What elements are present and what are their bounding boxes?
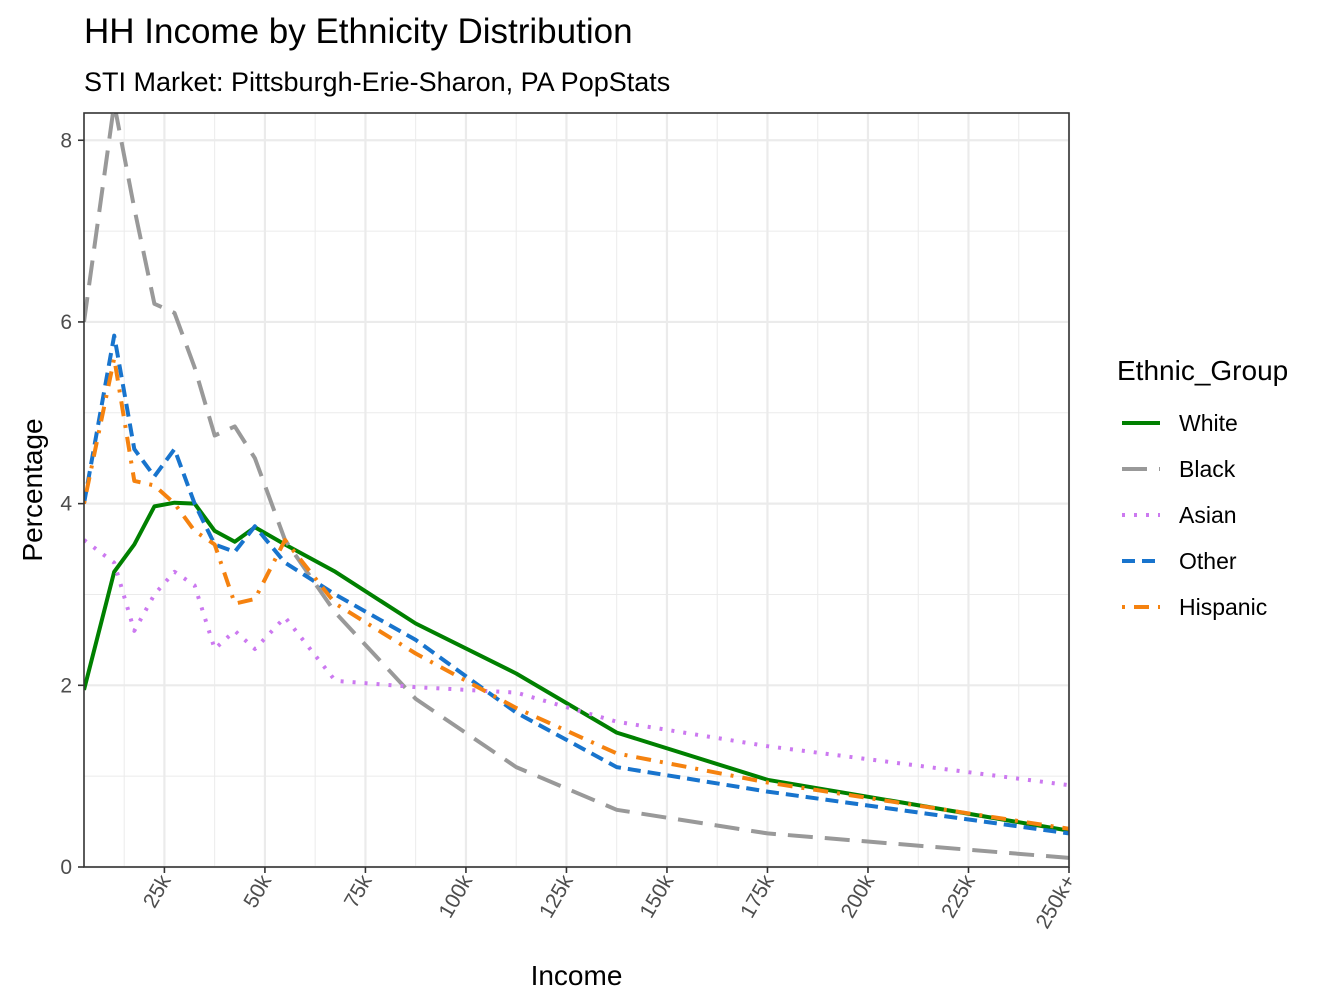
plot-panel bbox=[84, 113, 1069, 867]
legend-label-white: White bbox=[1179, 410, 1238, 436]
y-axis: 0 2 4 6 8 bbox=[60, 129, 84, 879]
legend-label-other: Other bbox=[1179, 548, 1237, 574]
series-line-hispanic bbox=[84, 356, 1069, 831]
x-tick-label: 25k bbox=[139, 871, 176, 912]
y-tick-label: 0 bbox=[60, 856, 72, 879]
legend-label-black: Black bbox=[1179, 456, 1236, 482]
y-tick-label: 4 bbox=[60, 493, 72, 516]
legend-label-asian: Asian bbox=[1179, 502, 1237, 528]
series-layer bbox=[84, 113, 1069, 860]
series-line-white bbox=[84, 500, 1069, 833]
series-line-asian bbox=[84, 538, 1069, 788]
x-tick-label: 150k bbox=[636, 871, 679, 922]
grid-minor bbox=[84, 113, 1069, 867]
legend-title: Ethnic_Group bbox=[1117, 355, 1288, 386]
y-tick-label: 2 bbox=[60, 674, 72, 697]
legend-label-hispanic: Hispanic bbox=[1179, 594, 1267, 620]
x-tick-label: 75k bbox=[340, 871, 377, 912]
x-tick-label: 50k bbox=[239, 871, 276, 912]
x-tick-label: 100k bbox=[435, 871, 478, 922]
legend: Ethnic_Group White Black Asian Other Hispani… bbox=[1117, 355, 1288, 620]
x-axis-title: Income bbox=[531, 960, 623, 991]
chart-subtitle: STI Market: Pittsburgh-Erie-Sharon, PA P… bbox=[84, 67, 670, 97]
x-tick-label: 200k bbox=[837, 871, 880, 922]
plot-border bbox=[83, 112, 1070, 868]
chart-title: HH Income by Ethnicity Distribution bbox=[84, 12, 633, 51]
y-tick-label: 6 bbox=[60, 311, 72, 334]
series-line-other bbox=[84, 333, 1069, 836]
y-axis-title: Percentage bbox=[17, 418, 48, 561]
x-tick-label: 250k+ bbox=[1032, 871, 1081, 933]
y-tick-label: 8 bbox=[60, 129, 72, 152]
x-tick-label: 125k bbox=[535, 871, 578, 922]
x-axis: 25k 50k 75k 100k 125k 150k 175k 200k 225k 250k+ bbox=[139, 867, 1080, 933]
x-tick-label: 225k bbox=[937, 871, 980, 922]
x-tick-label: 175k bbox=[736, 871, 779, 922]
series-line-black bbox=[84, 113, 1069, 860]
